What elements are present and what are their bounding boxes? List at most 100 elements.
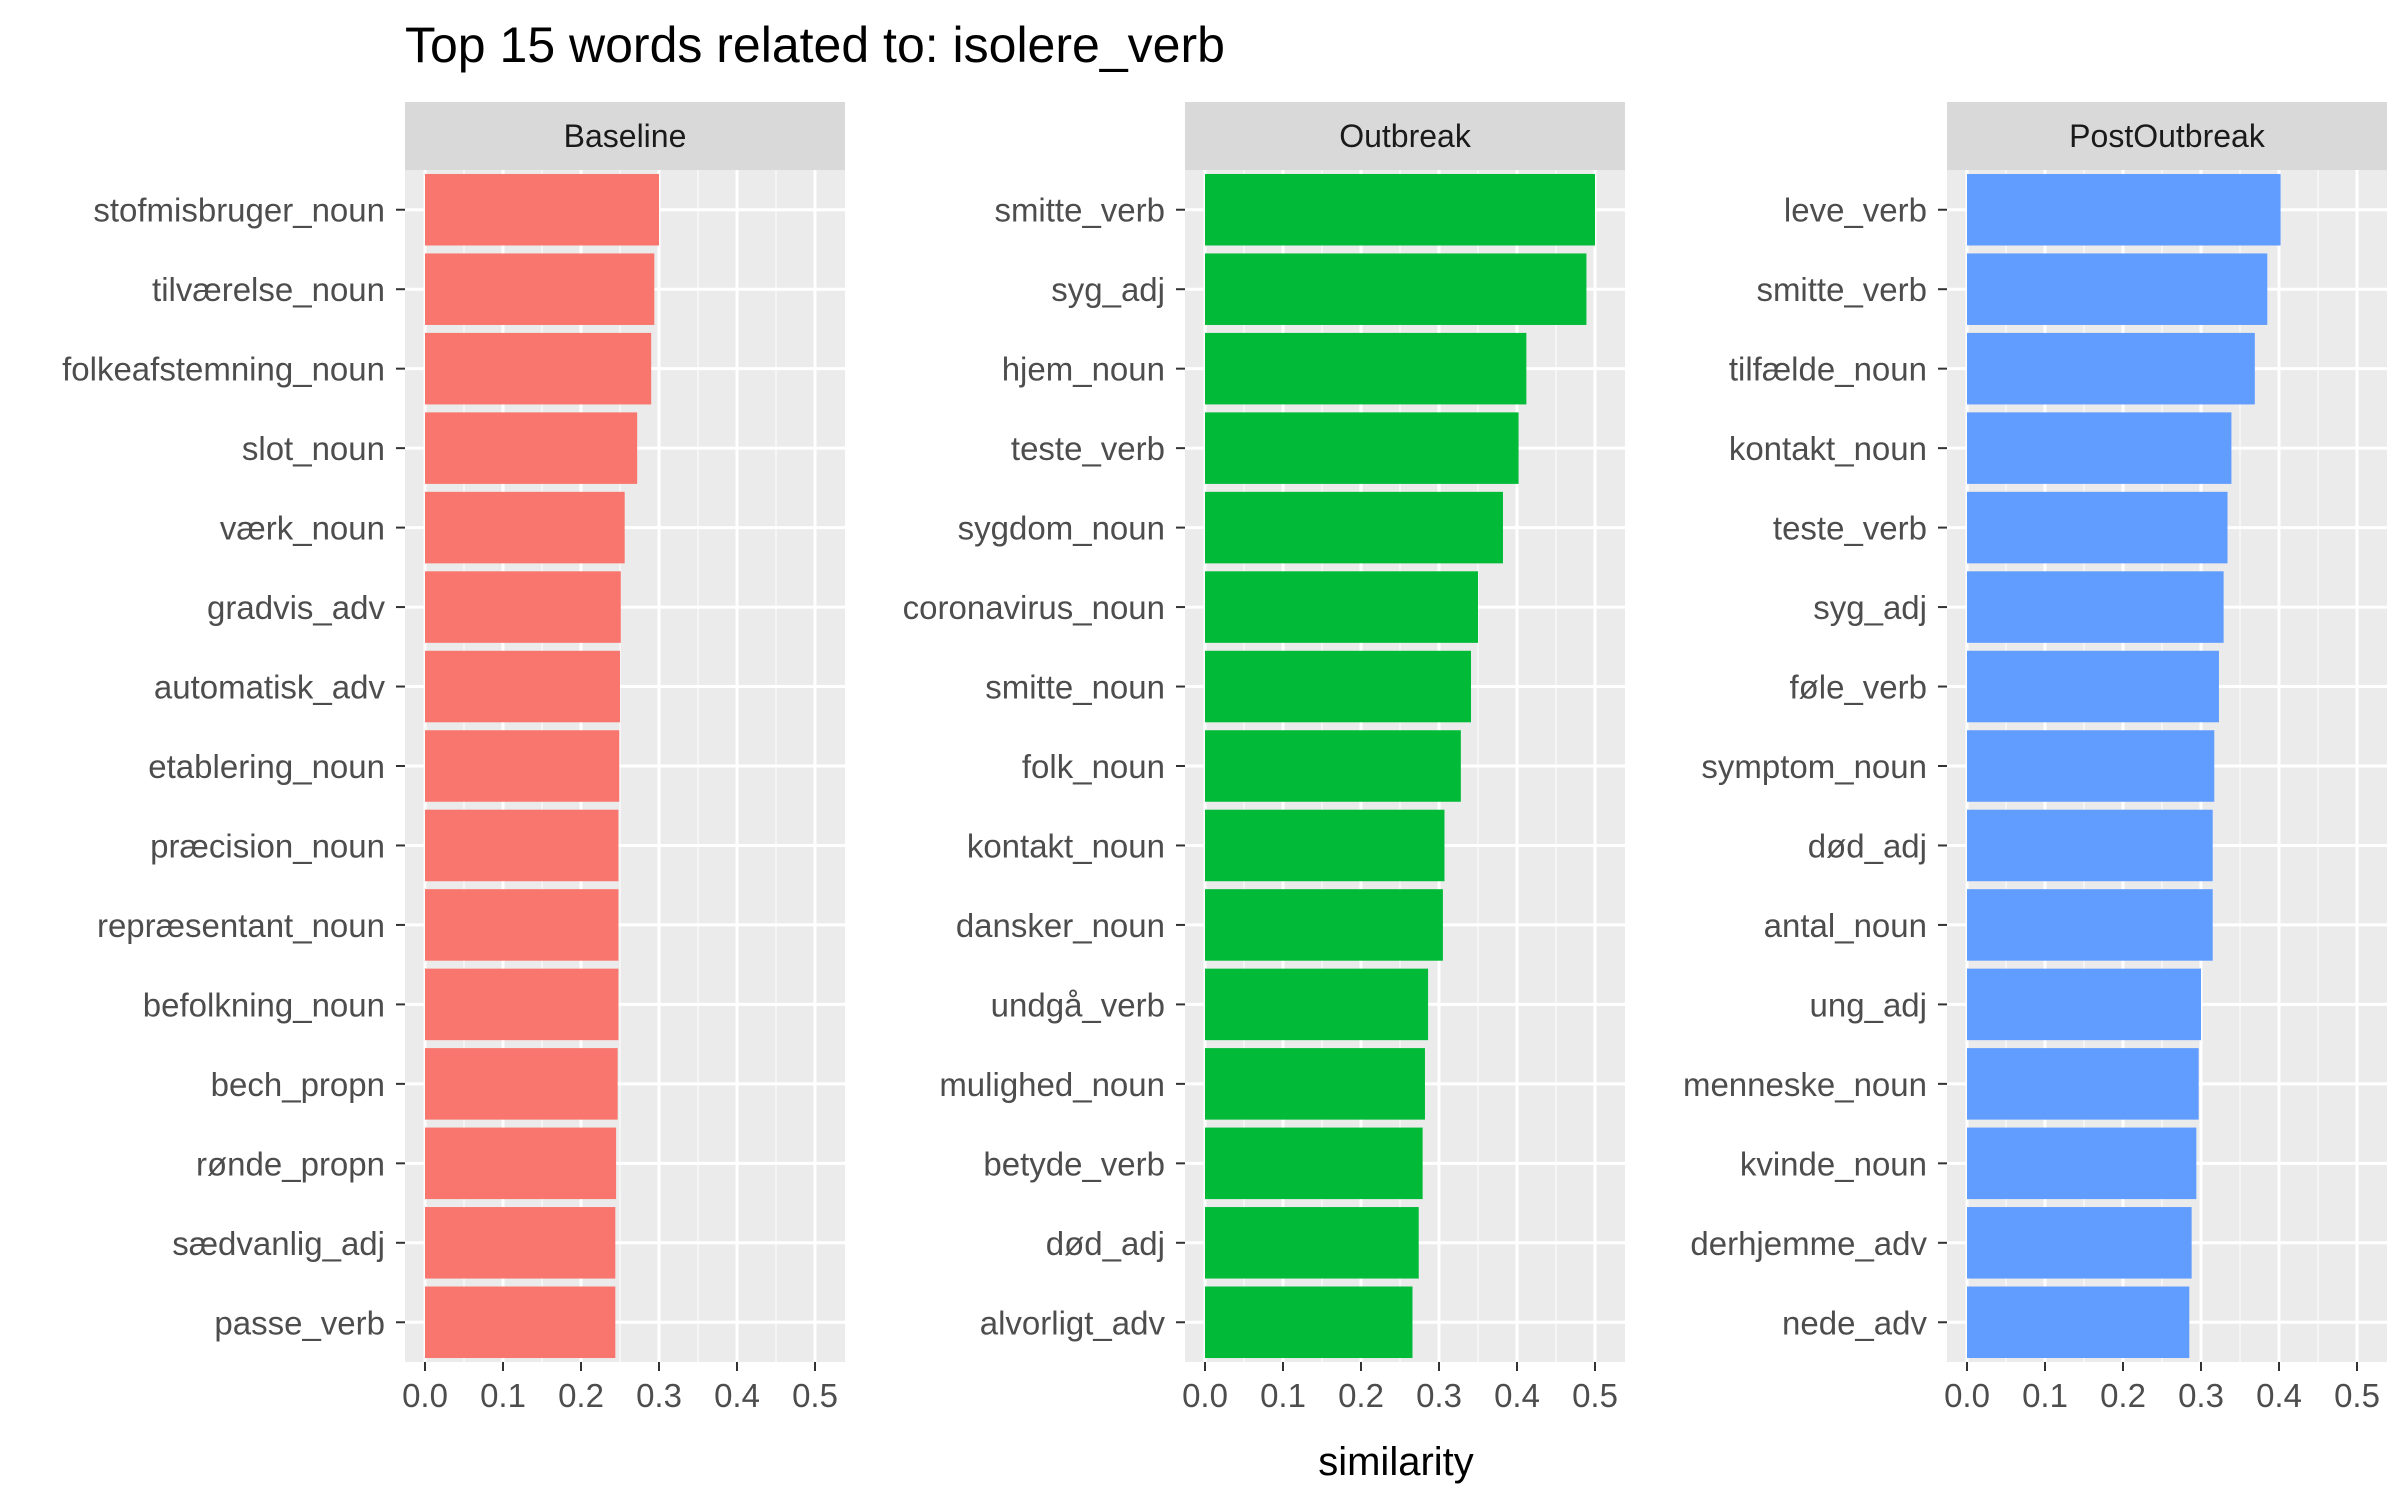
y-tick-label: slot_noun [242, 430, 385, 467]
bar-alvorligt_adv [1205, 1286, 1413, 1359]
y-tick-label: syg_adj [1051, 271, 1165, 308]
y-tick-label: tilværelse_noun [152, 271, 385, 308]
y-tick-label: teste_verb [1011, 430, 1165, 467]
bar-antal_noun [1967, 889, 2213, 961]
y-tick-label: gradvis_adv [207, 589, 385, 626]
chart-title: Top 15 words related to: isolere_verb [405, 17, 1225, 73]
y-tick-label: kontakt_noun [967, 827, 1165, 864]
x-tick-label: 0.1 [480, 1377, 526, 1414]
x-tick-label: 0.0 [1944, 1377, 1990, 1414]
facet-strip-label: Outbreak [1339, 118, 1472, 154]
y-tick-label: ung_adj [1810, 986, 1927, 1023]
y-tick-label: kontakt_noun [1729, 430, 1927, 467]
bar-død_adj [1967, 809, 2213, 882]
x-tick-label: 0.5 [1572, 1377, 1618, 1414]
x-tick-label: 0.5 [792, 1377, 838, 1414]
x-tick-label: 0.1 [1260, 1377, 1306, 1414]
y-tick-label: passe_verb [214, 1304, 385, 1341]
y-tick-label: værk_noun [220, 510, 385, 547]
bar-etablering_noun [425, 730, 620, 802]
x-tick-label: 0.3 [2178, 1377, 2224, 1414]
bar-leve_verb [1967, 173, 2281, 246]
y-tick-label: automatisk_adv [154, 669, 386, 706]
x-tick-label: 0.1 [2022, 1377, 2068, 1414]
y-tick-label: derhjemme_adv [1690, 1225, 1927, 1262]
y-tick-label: symptom_noun [1701, 748, 1927, 785]
bar-værk_noun [425, 491, 625, 564]
y-tick-label: hjem_noun [1002, 351, 1165, 388]
y-tick-label: føle_verb [1789, 669, 1927, 706]
bar-symptom_noun [1967, 730, 2215, 802]
bar-ung_adj [1967, 968, 2201, 1041]
bar-automatisk_adv [425, 650, 620, 723]
facet-strip-label: PostOutbreak [2069, 118, 2266, 154]
y-tick-label: betyde_verb [983, 1145, 1165, 1182]
y-tick-label: folk_noun [1022, 748, 1165, 785]
bar-syg_adj [1967, 571, 2224, 643]
y-tick-label: død_adj [1046, 1225, 1165, 1262]
x-tick-label: 0.0 [402, 1377, 448, 1414]
y-tick-label: etablering_noun [148, 748, 385, 785]
bar-derhjemme_adv [1967, 1207, 2192, 1279]
y-tick-label: stofmisbruger_noun [93, 192, 385, 229]
bar-coronavirus_noun [1205, 571, 1478, 643]
bar-hjem_noun [1205, 332, 1527, 405]
bar-kontakt_noun [1205, 809, 1445, 882]
bar-død_adj [1205, 1207, 1419, 1279]
facet-panels: Baseline 0.0 0.1 0.2 0.3 0.4 0.5 stofmisbruger_… [62, 102, 2387, 1414]
y-tick-label: coronavirus_noun [903, 589, 1165, 626]
y-tick-label: smitte_verb [994, 192, 1165, 229]
y-tick-label: antal_noun [1764, 907, 1927, 944]
y-tick-label: sædvanlig_adj [172, 1225, 385, 1262]
y-tick-label: folkeafstemning_noun [62, 351, 385, 388]
x-tick-label: 0.0 [1182, 1377, 1228, 1414]
bar-passe_verb [425, 1286, 616, 1359]
bar-kontakt_noun [1967, 412, 2232, 484]
y-tick-label: befolkning_noun [143, 986, 385, 1023]
y-tick-label: død_adj [1808, 827, 1927, 864]
bar-slot_noun [425, 412, 638, 484]
bar-befolkning_noun [425, 968, 619, 1041]
y-tick-label: repræsentant_noun [97, 907, 385, 944]
bar-teste_verb [1205, 412, 1519, 484]
bar-kvinde_noun [1967, 1127, 2197, 1200]
x-tick-label: 0.3 [636, 1377, 682, 1414]
facet-strip-label: Baseline [564, 118, 687, 154]
y-tick-label: rønde_propn [196, 1145, 385, 1182]
x-axis-label: similarity [1318, 1440, 1474, 1484]
bar-folkeafstemning_noun [425, 332, 652, 405]
bar-mulighed_noun [1205, 1048, 1425, 1120]
x-tick-label: 0.2 [1338, 1377, 1384, 1414]
y-tick-label: menneske_noun [1683, 1066, 1927, 1103]
facet-panel-postoutbreak: PostOutbreak 0.0 0.1 0.2 0.3 0.4 0.5 leve_verbs… [1683, 102, 2387, 1414]
x-tick-label: 0.5 [2334, 1377, 2380, 1414]
y-tick-label: syg_adj [1813, 589, 1927, 626]
bar-smitte_verb [1967, 253, 2268, 325]
bar-nede_adv [1967, 1286, 2190, 1359]
bar-rønde_propn [425, 1127, 617, 1200]
y-tick-label: bech_propn [211, 1066, 385, 1103]
bar-tilfælde_noun [1967, 332, 2255, 405]
y-tick-label: tilfælde_noun [1729, 351, 1927, 388]
facet-strip [405, 102, 845, 170]
bar-føle_verb [1967, 650, 2219, 723]
facet-strip [1947, 102, 2387, 170]
bar-syg_adj [1205, 253, 1587, 325]
x-tick-label: 0.3 [1416, 1377, 1462, 1414]
bar-dansker_noun [1205, 889, 1443, 961]
y-tick-label: teste_verb [1773, 510, 1927, 547]
bar-betyde_verb [1205, 1127, 1423, 1200]
facet-panel-outbreak: Outbreak 0.0 0.1 0.2 0.3 0.4 0.5 smitte_verbsyg… [903, 102, 1625, 1414]
y-tick-label: leve_verb [1784, 192, 1927, 229]
x-tick-label: 0.4 [2256, 1377, 2302, 1414]
x-tick-label: 0.4 [1494, 1377, 1540, 1414]
y-tick-label: smitte_noun [985, 669, 1165, 706]
x-tick-label: 0.2 [2100, 1377, 2146, 1414]
bar-repræsentant_noun [425, 889, 619, 961]
y-tick-label: sygdom_noun [958, 510, 1165, 547]
bar-stofmisbruger_noun [425, 173, 659, 246]
facet-panel-baseline: Baseline 0.0 0.1 0.2 0.3 0.4 0.5 stofmisbruger_… [62, 102, 845, 1414]
x-tick-label: 0.2 [558, 1377, 604, 1414]
bar-smitte_noun [1205, 650, 1471, 723]
